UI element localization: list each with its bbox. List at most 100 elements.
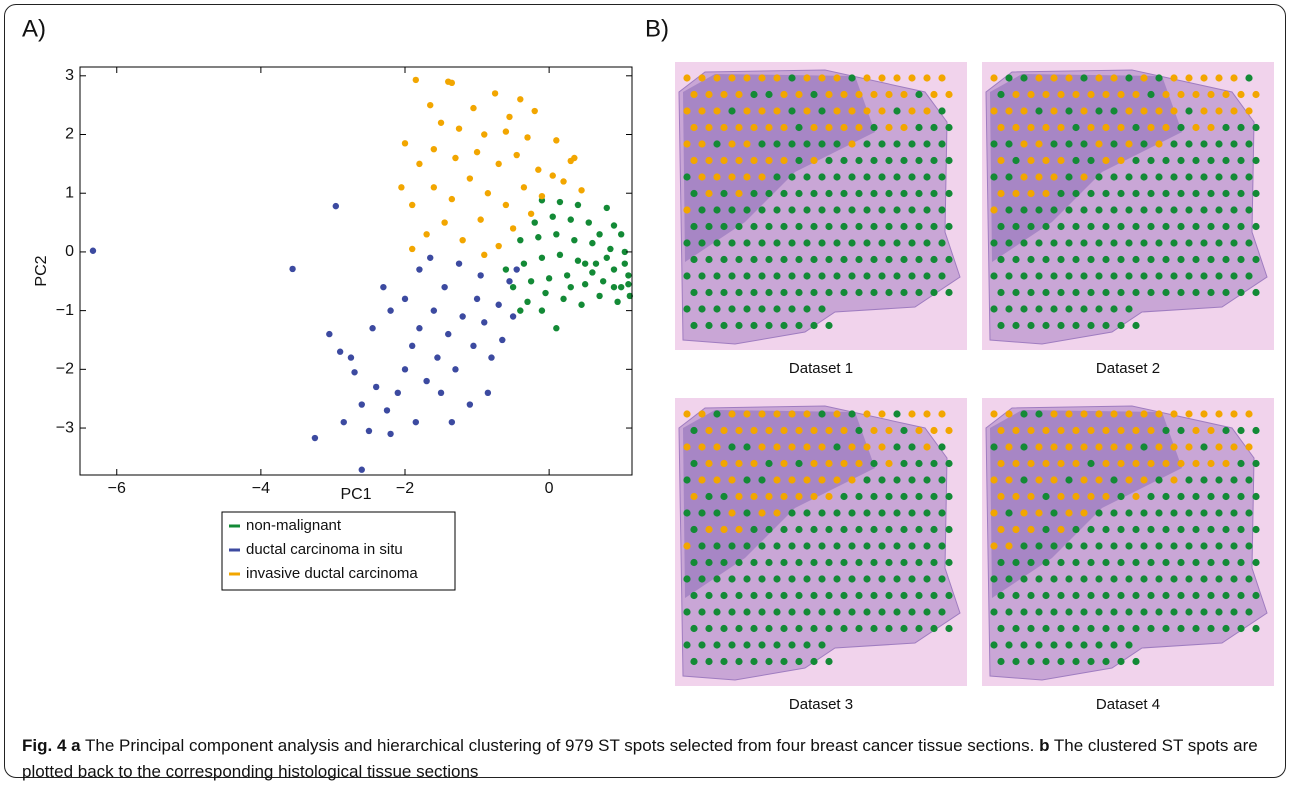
point (617, 231, 625, 238)
spot (915, 255, 923, 264)
spot (818, 476, 826, 484)
spot (803, 542, 811, 550)
point (459, 236, 466, 244)
spot (818, 206, 826, 214)
spot (720, 90, 728, 99)
spot (1095, 272, 1103, 280)
spot (795, 321, 803, 330)
spot (990, 608, 998, 616)
spot (750, 321, 758, 330)
spot (698, 443, 706, 451)
spot (945, 624, 953, 633)
spot (1117, 123, 1125, 132)
spot (1162, 222, 1170, 231)
spot (683, 107, 691, 115)
spot (997, 459, 1005, 468)
spot (923, 443, 931, 451)
spot (908, 239, 916, 247)
point (491, 90, 499, 97)
spot (735, 591, 743, 600)
spot (1080, 74, 1088, 82)
spot (1110, 575, 1118, 583)
spot (720, 525, 728, 534)
point (495, 160, 502, 168)
spot (1185, 272, 1193, 280)
spot (795, 426, 803, 435)
point (596, 292, 603, 300)
spot (765, 426, 773, 435)
spot (1170, 575, 1178, 583)
spot (908, 608, 916, 616)
spot (818, 608, 826, 616)
spot (1065, 107, 1073, 115)
spot (758, 305, 766, 313)
spot (683, 206, 691, 214)
point (409, 201, 416, 209)
spot (885, 255, 893, 264)
spot (1237, 558, 1245, 567)
x-tick-label: −4 (252, 480, 270, 497)
point (571, 236, 578, 244)
spot (720, 624, 728, 633)
point (441, 283, 448, 291)
spot (690, 558, 698, 567)
spot (750, 255, 758, 264)
spot (795, 222, 803, 231)
spot (825, 222, 833, 231)
point (535, 166, 542, 173)
spot (743, 173, 751, 181)
spot (788, 476, 796, 484)
spot (1237, 624, 1245, 633)
spot (900, 459, 908, 468)
spot (1177, 255, 1185, 264)
spot (915, 492, 923, 501)
spot (788, 542, 796, 550)
spot (1065, 410, 1073, 418)
spot (930, 591, 938, 600)
spot (803, 641, 811, 649)
point (538, 307, 546, 314)
spot (1237, 492, 1245, 501)
spot (1132, 492, 1140, 501)
spot (765, 492, 773, 501)
tissue-dense (683, 410, 875, 598)
spot (1162, 255, 1170, 264)
spot (720, 657, 728, 666)
spot (1200, 107, 1208, 115)
spot (848, 476, 856, 484)
spot (818, 272, 826, 280)
spot (1185, 107, 1193, 115)
spot (938, 140, 946, 148)
spot (938, 443, 946, 451)
spot (1050, 608, 1058, 616)
spot (1020, 509, 1028, 517)
spot (848, 140, 856, 148)
spot (1125, 509, 1133, 517)
spot (1222, 591, 1230, 600)
spot (713, 272, 721, 280)
spot (923, 239, 931, 247)
spot (1012, 657, 1020, 666)
point (621, 260, 628, 267)
y-tick-label: −1 (56, 302, 74, 319)
spot (1147, 426, 1155, 435)
spot (997, 189, 1005, 198)
spot (893, 239, 901, 247)
spot (810, 189, 818, 198)
spot (713, 74, 721, 82)
spot (1087, 657, 1095, 666)
spot (795, 123, 803, 132)
spot (1170, 140, 1178, 148)
spot (788, 206, 796, 214)
spot (720, 255, 728, 264)
spot (1117, 156, 1125, 165)
legend-label: ductal carcinoma in situ (246, 541, 403, 558)
spot (1005, 443, 1013, 451)
spot (1230, 542, 1238, 550)
spot (893, 575, 901, 583)
spot (1252, 459, 1260, 468)
point (567, 283, 574, 291)
spot (1005, 107, 1013, 115)
spot (1252, 255, 1260, 264)
